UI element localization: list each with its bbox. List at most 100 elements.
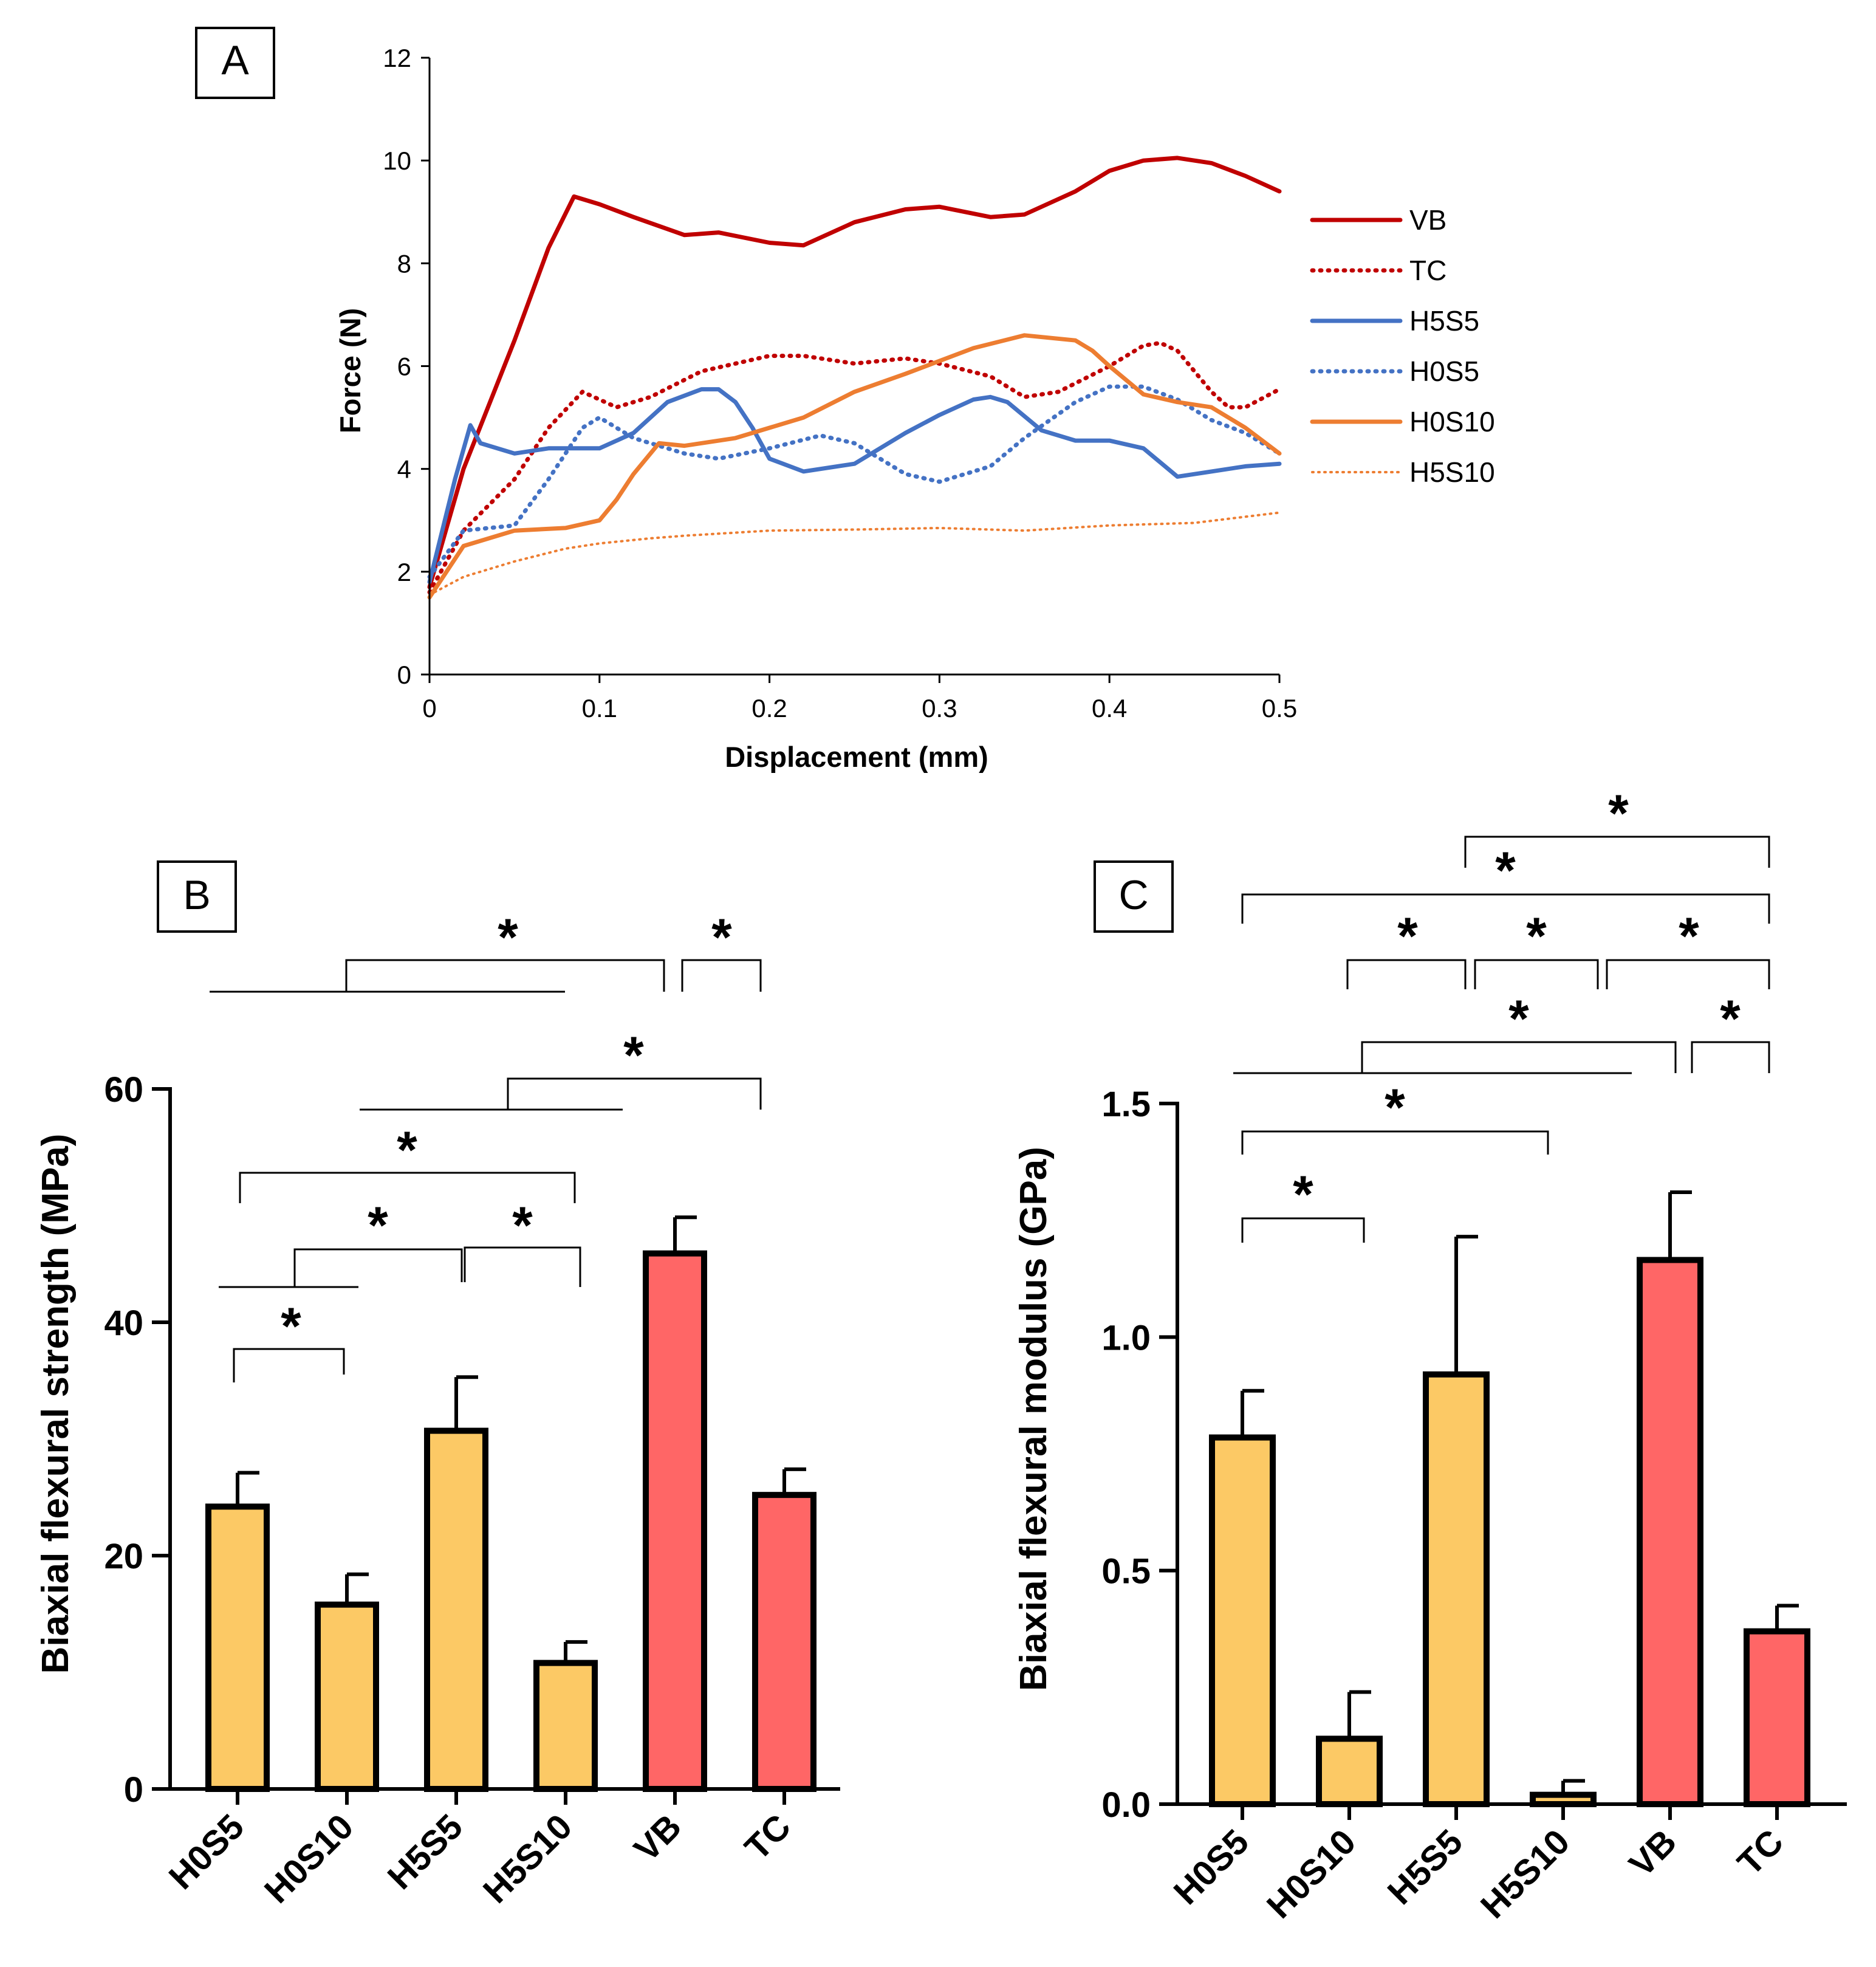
significance-bracket <box>1241 1217 1365 1243</box>
significance-bracket <box>219 1248 463 1288</box>
significance-bracket <box>1606 959 1770 989</box>
significance-star: * <box>512 1196 533 1255</box>
x-tick-label-h0s5: H0S5 <box>162 1807 252 1897</box>
x-tick-label-tc: TC <box>738 1807 799 1868</box>
x-tick-label: 0.1 <box>582 694 617 723</box>
bar-tc <box>752 1492 816 1792</box>
significance-bracket <box>1464 836 1770 868</box>
line-series-h5s5 <box>427 387 1282 585</box>
x-tick-label: 0 <box>422 694 436 723</box>
significance-bracket <box>1241 1130 1549 1155</box>
y-axis-label: Biaxial flexural modulus (GPa) <box>1013 1147 1055 1691</box>
bar-h5s10 <box>533 1660 598 1792</box>
significance-bracket <box>1691 1041 1770 1073</box>
bar-h0s10 <box>1316 1735 1383 1808</box>
significance-star: * <box>1508 990 1529 1048</box>
y-tick-label: 6 <box>397 352 411 381</box>
bar-h0s10 <box>315 1601 379 1792</box>
significance-bracket <box>464 1246 581 1287</box>
y-tick-label: 4 <box>397 455 411 484</box>
legend-label-tc: TC <box>1409 255 1446 286</box>
y-tick-label: 40 <box>104 1303 143 1343</box>
x-tick-label: 0.2 <box>751 694 787 723</box>
significance-bracket <box>1346 959 1467 989</box>
x-tick-label-h5s10: H5S10 <box>1473 1822 1577 1926</box>
x-tick-label-h0s10: H0S10 <box>1259 1822 1363 1926</box>
significance-star: * <box>1526 907 1547 966</box>
bar-chart-flexural-modulus: H0S5 H0S10 H5S5 H5S10 VB TC0.00.51.01.5 *** **… <box>1013 784 1847 1926</box>
x-tick-label-h0s5: H0S5 <box>1166 1822 1257 1912</box>
significance-star: * <box>1385 1079 1405 1137</box>
panel-label-a: A <box>195 27 275 99</box>
significance-star: * <box>498 908 518 967</box>
x-tick-label: 0.4 <box>1092 694 1127 723</box>
significance-bracket <box>233 1348 345 1382</box>
significance-star: * <box>1720 990 1741 1048</box>
significance-bracket <box>1241 893 1770 924</box>
bar-h0s5 <box>205 1503 270 1793</box>
bar-group <box>1209 1190 1810 1808</box>
significance-bracket <box>360 1077 762 1111</box>
y-tick-label: 1.0 <box>1101 1318 1151 1358</box>
significance-bracket <box>1233 1041 1677 1074</box>
significance-bracket <box>1474 959 1599 989</box>
legend-label-vb: VB <box>1409 204 1446 236</box>
y-axis-label: Force (N) <box>334 308 366 433</box>
x-tick-label-vb: VB <box>626 1807 689 1869</box>
legend-label-h5s10: H5S10 <box>1409 456 1495 488</box>
x-tick-label: 0.3 <box>922 694 957 723</box>
y-tick-label: 0.0 <box>1101 1785 1151 1825</box>
legend-label-h0s10: H0S10 <box>1409 406 1495 438</box>
panel-label-c: C <box>1094 860 1174 933</box>
x-tick-label-tc: TC <box>1730 1822 1792 1883</box>
line-series-h0s5 <box>427 384 1282 579</box>
significance-star: * <box>397 1121 417 1179</box>
line-series-h5s10 <box>428 511 1281 596</box>
x-tick-label-h5s5: H5S5 <box>1380 1822 1471 1912</box>
legend: VB TC H5S5 H0S5 H0S10 H5S10 <box>1310 204 1495 488</box>
bar-h0s5 <box>1209 1434 1276 1807</box>
y-tick-label: 12 <box>383 44 411 72</box>
bar-vb <box>1637 1257 1703 1808</box>
legend-label-h5s5: H5S5 <box>1409 305 1479 337</box>
y-tick-label: 0 <box>397 661 411 689</box>
significance-star: * <box>711 908 732 967</box>
y-axis-label: Biaxial flexural strength (MPa) <box>35 1134 77 1674</box>
y-tick-label: 10 <box>383 146 411 175</box>
y-tick-label: 8 <box>397 249 411 278</box>
significance-star: * <box>1679 907 1699 966</box>
bar-h5s5 <box>424 1427 488 1793</box>
line-series-vb <box>427 156 1282 589</box>
x-tick-label-h5s10: H5S10 <box>476 1807 580 1910</box>
bar-tc <box>1744 1628 1810 1807</box>
significance-star: * <box>1495 842 1516 900</box>
significance-star: * <box>1293 1165 1313 1224</box>
line-series-group <box>427 156 1282 600</box>
y-tick-label: 60 <box>104 1070 143 1110</box>
x-tick-label: 0.5 <box>1262 694 1297 723</box>
significance-star: * <box>623 1026 644 1085</box>
significance-star: * <box>281 1297 301 1356</box>
panel-label-c-text: C <box>1118 872 1148 918</box>
x-axis-label: Displacement (mm) <box>725 741 988 773</box>
significance-star: * <box>1397 907 1418 966</box>
line-series-tc <box>427 340 1282 595</box>
significance-bracket <box>239 1172 576 1203</box>
significance-star: * <box>368 1196 388 1255</box>
significance-bracket <box>681 959 762 992</box>
legend-label-h0s5: H0S5 <box>1409 355 1479 387</box>
significance-brackets: *** *** * <box>210 908 762 1382</box>
y-tick-label: 0.5 <box>1101 1552 1151 1591</box>
line-chart-force-displacement: 0 2 4 6 8 10 12 0 0.1 0.2 0.3 0.4 0.5 VB TC H5S5 H0S5 H0… <box>334 44 1495 773</box>
bar-vb <box>643 1250 707 1792</box>
panel-label-b: B <box>157 860 237 933</box>
significance-star: * <box>1608 784 1629 843</box>
x-tick-label-vb: VB <box>1621 1822 1684 1884</box>
y-tick-label: 0 <box>124 1770 143 1810</box>
y-tick-label: 20 <box>104 1537 143 1576</box>
y-tick-label: 2 <box>397 558 411 586</box>
bar-h5s5 <box>1423 1371 1490 1807</box>
significance-brackets: *** ** * *** <box>1233 784 1770 1243</box>
